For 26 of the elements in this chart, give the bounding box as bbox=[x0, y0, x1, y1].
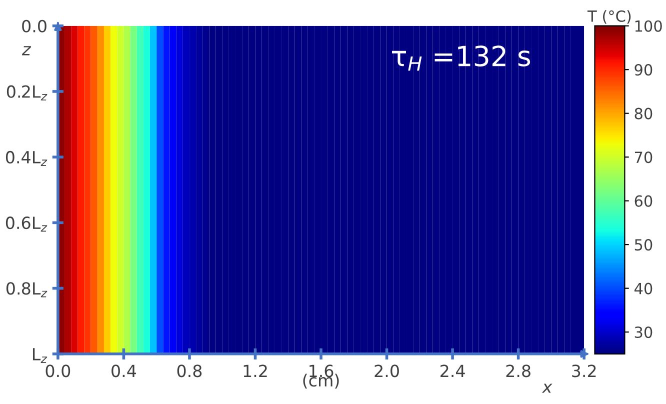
color-bar-label: 50 bbox=[634, 239, 652, 251]
x-tick-label: 2.8 bbox=[506, 364, 530, 378]
x-tick-label: 2.0 bbox=[374, 364, 399, 378]
color-bar-label: 40 bbox=[634, 282, 652, 294]
color-bar-label: 30 bbox=[634, 326, 652, 338]
y-tick-label: 0.4L$_{z}$ bbox=[6, 150, 48, 166]
color-bar-title: T (°C) bbox=[587, 10, 631, 24]
y-tick-label: 0.0 bbox=[22, 20, 46, 32]
color-bar-label: 90 bbox=[634, 64, 652, 76]
y-tick-label: 0.8L$_{z}$ bbox=[6, 282, 48, 298]
annotation: τ$_{H}$ =132 s bbox=[392, 45, 530, 71]
x-tick-label: 0.4 bbox=[112, 364, 136, 378]
y-axis-title: z bbox=[22, 46, 32, 56]
color-bar-label: 70 bbox=[634, 152, 652, 164]
x-tick-label: 1.2 bbox=[244, 364, 267, 377]
y-tick-label: 0.2L$_{z}$ bbox=[6, 85, 48, 100]
x-tick-label: 3.2 bbox=[572, 364, 596, 378]
x-tick-label: 0.0 bbox=[46, 364, 70, 378]
x-tick-label: 2.4 bbox=[440, 364, 465, 377]
color-bar-label: 100 bbox=[635, 20, 662, 32]
y-tick-label: 0.6L$_{z}$ bbox=[6, 216, 48, 232]
color-bar-label: 60 bbox=[634, 195, 652, 207]
color-bar-label: 80 bbox=[634, 108, 652, 120]
x-axis-title: x bbox=[542, 384, 552, 393]
x-tick-label: 0.8 bbox=[177, 364, 202, 378]
y-tick-label: L$_{z}$ bbox=[32, 348, 48, 363]
